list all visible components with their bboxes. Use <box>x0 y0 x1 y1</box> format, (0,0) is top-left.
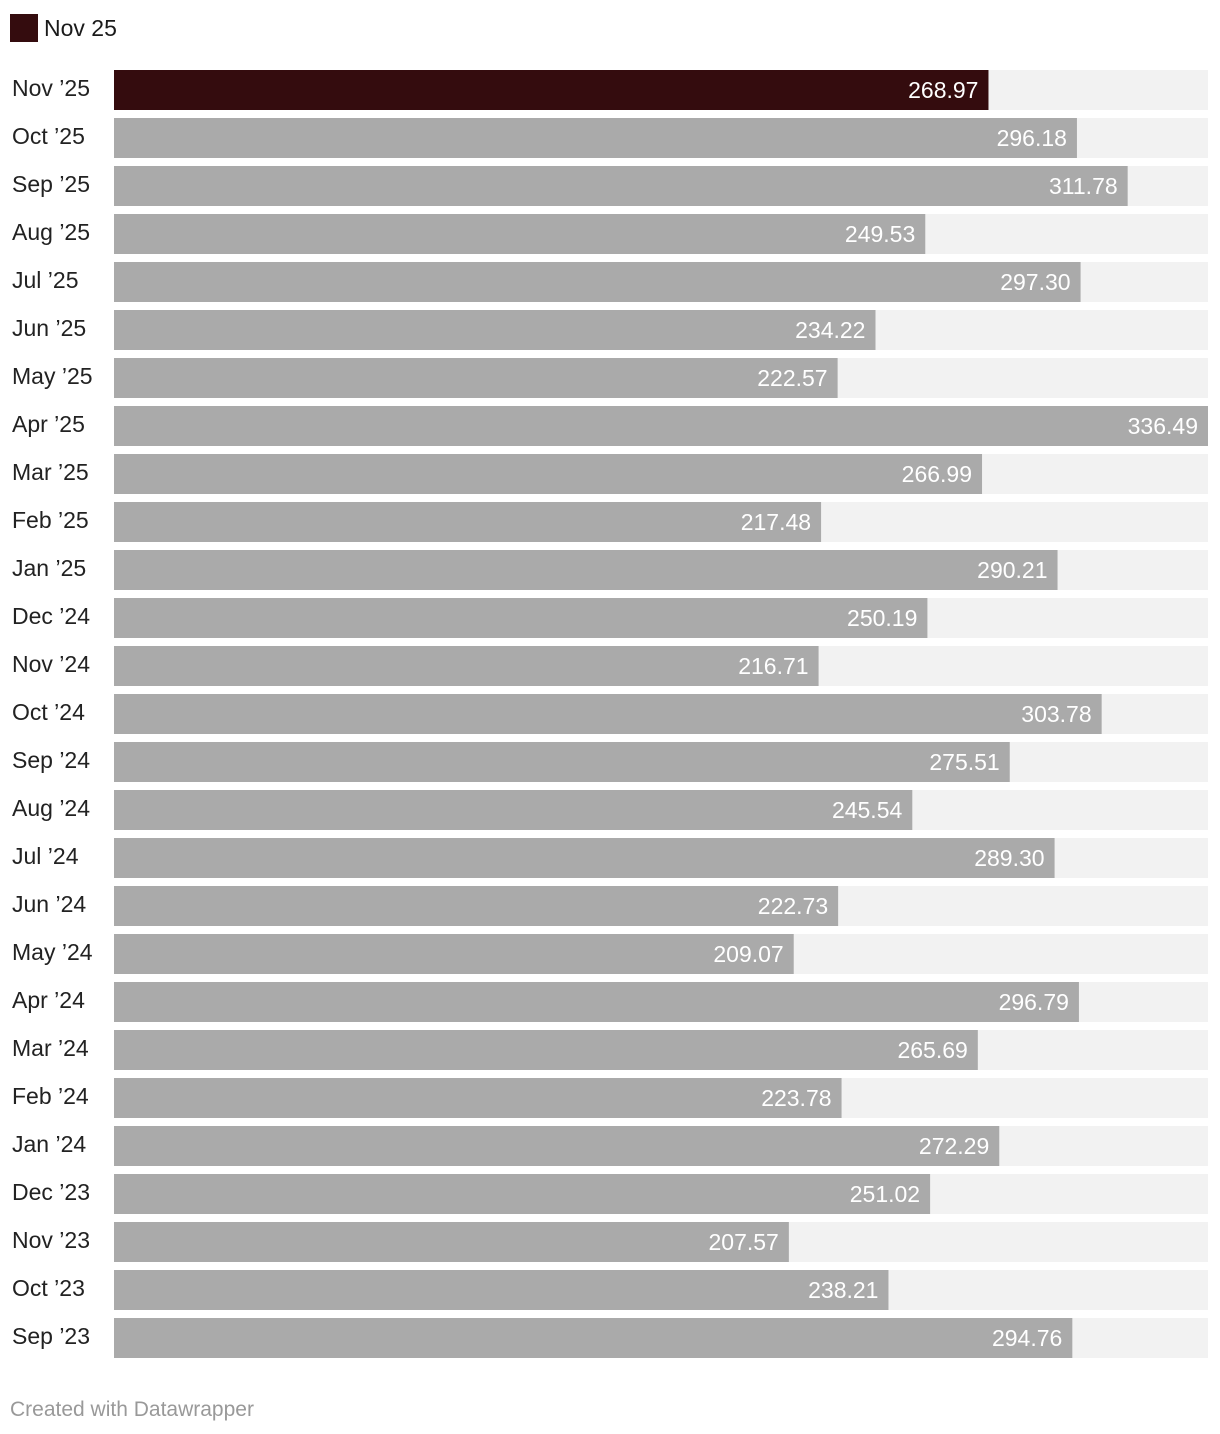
category-label: Jul ’25 <box>12 267 78 293</box>
value-label: 265.69 <box>897 1037 967 1063</box>
category-label: Oct ’24 <box>12 699 85 725</box>
category-label: Nov ’25 <box>12 75 90 101</box>
category-label: Jan ’25 <box>12 555 86 581</box>
bar <box>114 406 1208 446</box>
value-label: 297.30 <box>1000 269 1070 295</box>
bar <box>114 1270 889 1310</box>
category-label: Jul ’24 <box>12 843 79 869</box>
value-label: 251.02 <box>850 1181 920 1207</box>
value-label: 222.57 <box>757 365 827 391</box>
bar <box>114 598 928 638</box>
bar <box>114 694 1102 734</box>
bar <box>114 838 1055 878</box>
bar <box>114 982 1079 1022</box>
value-label: 303.78 <box>1021 701 1091 727</box>
category-label: Sep ’24 <box>12 747 90 773</box>
value-label: 245.54 <box>832 797 903 823</box>
value-label: 209.07 <box>713 941 783 967</box>
category-label: Dec ’24 <box>12 603 90 629</box>
bar <box>114 454 983 494</box>
value-label: 268.97 <box>908 77 978 103</box>
category-label: Feb ’24 <box>12 1083 89 1109</box>
value-label: 207.57 <box>708 1229 778 1255</box>
value-label: 238.21 <box>808 1277 878 1303</box>
bar <box>114 646 819 686</box>
value-label: 250.19 <box>847 605 917 631</box>
category-label: Oct ’23 <box>12 1275 85 1301</box>
category-label: Aug ’24 <box>12 795 90 821</box>
legend: Nov 25 <box>10 14 117 42</box>
category-label: Nov ’23 <box>12 1227 90 1253</box>
category-label: Nov ’24 <box>12 651 90 677</box>
category-label: Apr ’24 <box>12 987 85 1013</box>
value-label: 222.73 <box>758 893 828 919</box>
category-label: Jan ’24 <box>12 1131 86 1157</box>
value-label: 234.22 <box>795 317 865 343</box>
category-label: May ’24 <box>12 939 93 965</box>
bar <box>114 1318 1073 1358</box>
bar <box>114 790 913 830</box>
category-label: Jun ’25 <box>12 315 86 341</box>
value-label: 311.78 <box>1049 173 1118 199</box>
value-label: 290.21 <box>977 557 1047 583</box>
bar <box>114 310 876 350</box>
category-label: Dec ’23 <box>12 1179 90 1205</box>
bar-chart: Nov ’25 268.97 Oct ’25 296.18 Sep ’25 311.78 A… <box>12 70 1208 1358</box>
bar <box>114 1030 978 1070</box>
value-label: 296.18 <box>997 125 1067 151</box>
value-label: 294.76 <box>992 1325 1062 1351</box>
category-label: Feb ’25 <box>12 507 89 533</box>
bar <box>114 1126 1000 1166</box>
bar <box>114 550 1058 590</box>
category-label: Sep ’25 <box>12 171 90 197</box>
bar <box>114 118 1077 158</box>
category-label: Apr ’25 <box>12 411 85 437</box>
value-label: 296.79 <box>999 989 1069 1015</box>
value-label: 249.53 <box>845 221 915 247</box>
category-label: Oct ’25 <box>12 123 85 149</box>
value-label: 289.30 <box>974 845 1044 871</box>
bar <box>114 70 989 110</box>
bar <box>114 502 822 542</box>
footer-credit: Created with Datawrapper <box>10 1398 254 1421</box>
value-label: 275.51 <box>929 749 999 775</box>
bar <box>114 742 1010 782</box>
value-label: 336.49 <box>1128 413 1198 439</box>
category-label: Mar ’25 <box>12 459 89 485</box>
value-label: 216.71 <box>738 653 808 679</box>
bar <box>114 1174 931 1214</box>
category-label: Jun ’24 <box>12 891 86 917</box>
bar <box>114 886 839 926</box>
legend-swatch <box>10 14 38 42</box>
value-label: 266.99 <box>902 461 972 487</box>
value-label: 272.29 <box>919 1133 989 1159</box>
category-label: Aug ’25 <box>12 219 90 245</box>
category-label: Sep ’23 <box>12 1323 90 1349</box>
bar <box>114 214 926 254</box>
legend-label: Nov 25 <box>44 14 117 41</box>
bar <box>114 1222 789 1262</box>
value-label: 217.48 <box>741 509 811 535</box>
bar <box>114 934 794 974</box>
category-label: May ’25 <box>12 363 93 389</box>
category-label: Mar ’24 <box>12 1035 89 1061</box>
bar <box>114 262 1081 302</box>
value-label: 223.78 <box>761 1085 831 1111</box>
bar <box>114 166 1128 206</box>
bar <box>114 1078 842 1118</box>
bar <box>114 358 838 398</box>
